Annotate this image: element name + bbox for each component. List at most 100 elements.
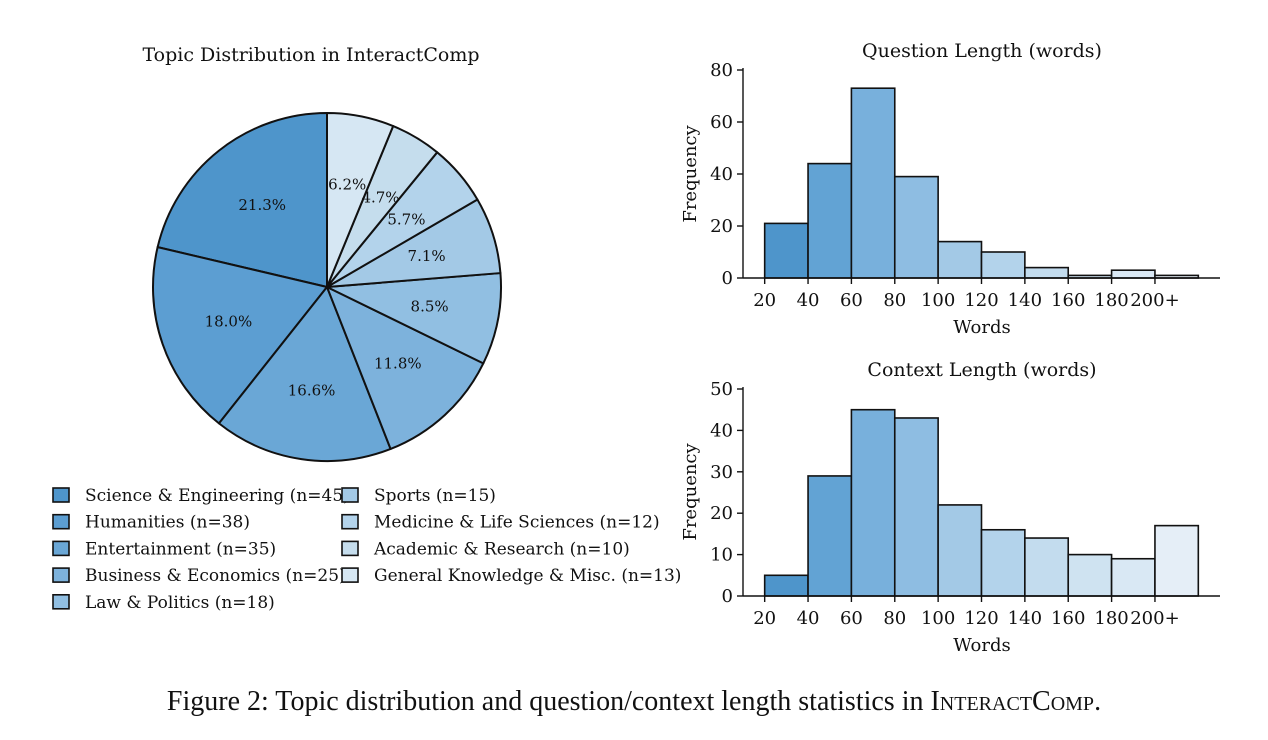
legend-label-entertainment: Entertainment (n=35) [85,539,276,559]
pie-chart: Topic Distribution in InteractComp 21.3%… [142,44,502,462]
context-bar-160-180 [1067,553,1113,597]
pie-slices [152,112,502,462]
context-y-tick-label: 20 [710,503,733,524]
context-bar-100-120 [937,504,983,597]
legend-swatch-humanities [52,513,70,530]
pie-slice-humanities [152,246,328,425]
legend-label-law-politics: Law & Politics (n=18) [85,593,275,613]
pie-label-academic-research: 4.7% [361,188,399,206]
context-x-tick-label: 120 [964,608,998,629]
legend-swatch-business-economics [52,567,70,583]
legend-label-sports: Sports (n=15) [374,486,496,506]
context-y-tick-label: 0 [722,586,733,607]
question-x-tick-label: 40 [797,290,820,311]
context-y-tick-label: 30 [710,462,733,483]
question-bar-20-40 [763,222,809,279]
question-length-histogram: Question Length (words) Words Frequency … [680,40,1220,338]
context-x-tick-label: 180 [1094,608,1128,629]
context-histogram-plot: 0 10 20 30 40 50 20 40 60 80 100 120 140 160 180 200+ [710,379,1220,629]
pie-label-humanities: 18.0% [205,312,253,330]
pie-slice-labels: 21.3% 18.0% 16.6% 11.8% 8.5% 7.1% 5.7% 4.7%6.2% [205,176,449,400]
caption-name: InteractComp [930,686,1095,717]
question-y-tick-label: 20 [710,216,733,237]
question-bar-180-200 [1110,269,1156,279]
context-bar-120-140 [980,528,1026,597]
context-bar-60-80 [850,408,896,597]
context-y-tick-label: 10 [710,545,733,566]
legend-label-general-knowledge-misc: General Knowledge & Misc. (n=13) [374,566,681,586]
figure-canvas: Topic Distribution in InteractComp 21.3%… [52,40,1220,656]
question-histogram-ylabel: Frequency [680,124,701,222]
pie-slice-general-knowledge-misc [326,112,395,288]
pie-slice-law-politics [326,272,502,365]
legend-swatch-medicine-life-sciences [341,513,359,530]
pie-label-law-politics: 8.5% [411,297,449,315]
question-bar-80-100 [893,175,939,279]
legend-swatch-law-politics [52,593,70,610]
context-y-tick-label: 40 [710,420,733,441]
context-y-tick-label: 50 [710,379,733,400]
context-histogram-xlabel: Words [953,635,1010,656]
pie-label-science-engineering: 21.3% [238,196,286,214]
caption-prefix: Figure 2: Topic distribution and questio… [166,686,931,717]
pie-label-general-knowledge-misc: 6.2% [328,176,366,194]
legend-swatch-science-engineering [52,487,70,503]
question-x-tick-label: 100 [921,290,955,311]
context-bar-180-200 [1110,557,1156,597]
question-x-tick-label: 200+ [1130,290,1179,311]
pie-label-sports: 7.1% [408,247,446,265]
question-x-tick-label: 120 [964,290,998,311]
question-histogram-title: Question Length (words) [862,40,1102,62]
question-x-tick-label: 160 [1051,290,1085,311]
question-y-tick-label: 0 [722,268,733,289]
legend-label-humanities: Humanities (n=38) [85,513,250,533]
pie-slice-business-economics [326,286,485,450]
context-bar-40-60 [807,475,853,597]
context-bar-80-100 [893,417,939,597]
question-histogram-plot: 0 20 40 60 80 20 40 60 80 100 120 140 160 180 200+ [710,60,1220,311]
legend-swatch-academic-research [341,540,359,557]
question-bar-60-80 [850,87,896,279]
legend-label-business-economics: Business & Economics (n=25) [85,566,346,586]
context-x-tick-label: 80 [883,608,906,629]
question-histogram-xlabel: Words [953,317,1010,338]
question-x-tick-label: 140 [1008,290,1042,311]
figure-caption: Figure 2: Topic distribution and questio… [0,686,1268,718]
question-x-tick-label: 20 [753,290,776,311]
caption-suffix: . [1094,686,1102,717]
legend-label-science-engineering: Science & Engineering (n=45) [85,486,350,506]
question-x-tick-label: 180 [1094,290,1128,311]
question-bar-140-160 [1024,266,1070,279]
pie-chart-title: Topic Distribution in InteractComp [142,44,479,66]
question-x-tick-label: 60 [840,290,863,311]
legend-swatch-general-knowledge-misc [341,567,359,583]
pie-label-entertainment: 16.6% [288,381,336,399]
legend-label-medicine-life-sciences: Medicine & Life Sciences (n=12) [374,513,660,533]
context-histogram-ylabel: Frequency [680,442,701,540]
context-x-tick-label: 160 [1051,608,1085,629]
context-x-tick-label: 140 [1008,608,1042,629]
pie-slice-science-engineering [156,112,328,288]
question-bar-120-140 [980,251,1026,279]
context-histogram-title: Context Length (words) [867,359,1096,381]
context-length-histogram: Context Length (words) Words Frequency 0… [680,359,1220,656]
pie-label-medicine-life-sciences: 5.7% [387,210,425,228]
context-x-tick-label: 40 [797,608,820,629]
context-x-tick-label: 200+ [1130,608,1179,629]
pie-label-business-economics: 11.8% [374,355,422,373]
question-y-tick-label: 40 [710,164,733,185]
pie-slice-entertainment [217,286,392,462]
context-x-tick-label: 100 [921,608,955,629]
context-x-tick-label: 20 [753,608,776,629]
legend-swatch-entertainment [52,540,70,557]
legend-label-academic-research: Academic & Research (n=10) [373,539,630,559]
question-bar-40-60 [807,162,853,279]
context-bar-20-40 [763,574,809,597]
question-y-tick-label: 60 [710,112,733,133]
legend-swatch-sports [341,487,359,503]
pie-legend: Science & Engineering (n=45) Humanities (… [52,486,681,613]
question-y-tick-label: 80 [710,60,733,81]
context-bar-200-220 [1154,524,1200,597]
question-bar-100-120 [937,240,983,279]
question-x-tick-label: 80 [883,290,906,311]
